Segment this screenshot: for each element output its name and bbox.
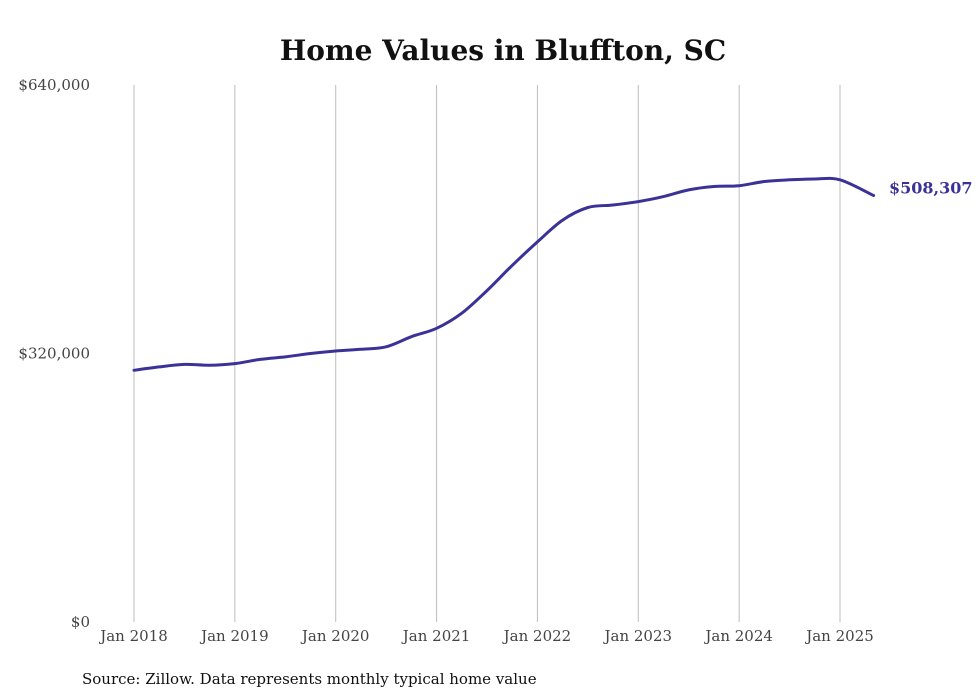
y-tick-label: $0 bbox=[71, 613, 90, 631]
chart-title: Home Values in Bluffton, SC bbox=[280, 34, 726, 67]
x-tick-label: Jan 2019 bbox=[199, 627, 269, 645]
x-tick-label: Jan 2020 bbox=[300, 627, 370, 645]
x-tick-label: Jan 2021 bbox=[401, 627, 471, 645]
x-tick-label: Jan 2024 bbox=[703, 627, 773, 645]
series-line bbox=[132, 176, 876, 372]
x-tick-label: Jan 2023 bbox=[603, 627, 673, 645]
gridlines bbox=[133, 85, 841, 622]
x-axis: Jan 2018 Jan 2019 Jan 2020 Jan 2021 Jan 2022… bbox=[98, 627, 874, 645]
end-value-label: $508,307 bbox=[889, 179, 973, 198]
x-tick-label: Jan 2018 bbox=[98, 627, 168, 645]
x-tick-label: Jan 2025 bbox=[804, 627, 874, 645]
x-tick-label: Jan 2022 bbox=[502, 627, 572, 645]
source-note: Source: Zillow. Data represents monthly … bbox=[82, 670, 537, 688]
y-tick-label: $320,000 bbox=[18, 345, 90, 363]
y-tick-label: $640,000 bbox=[18, 76, 90, 94]
y-axis: $0 $320,000 $640,000 bbox=[18, 76, 90, 631]
